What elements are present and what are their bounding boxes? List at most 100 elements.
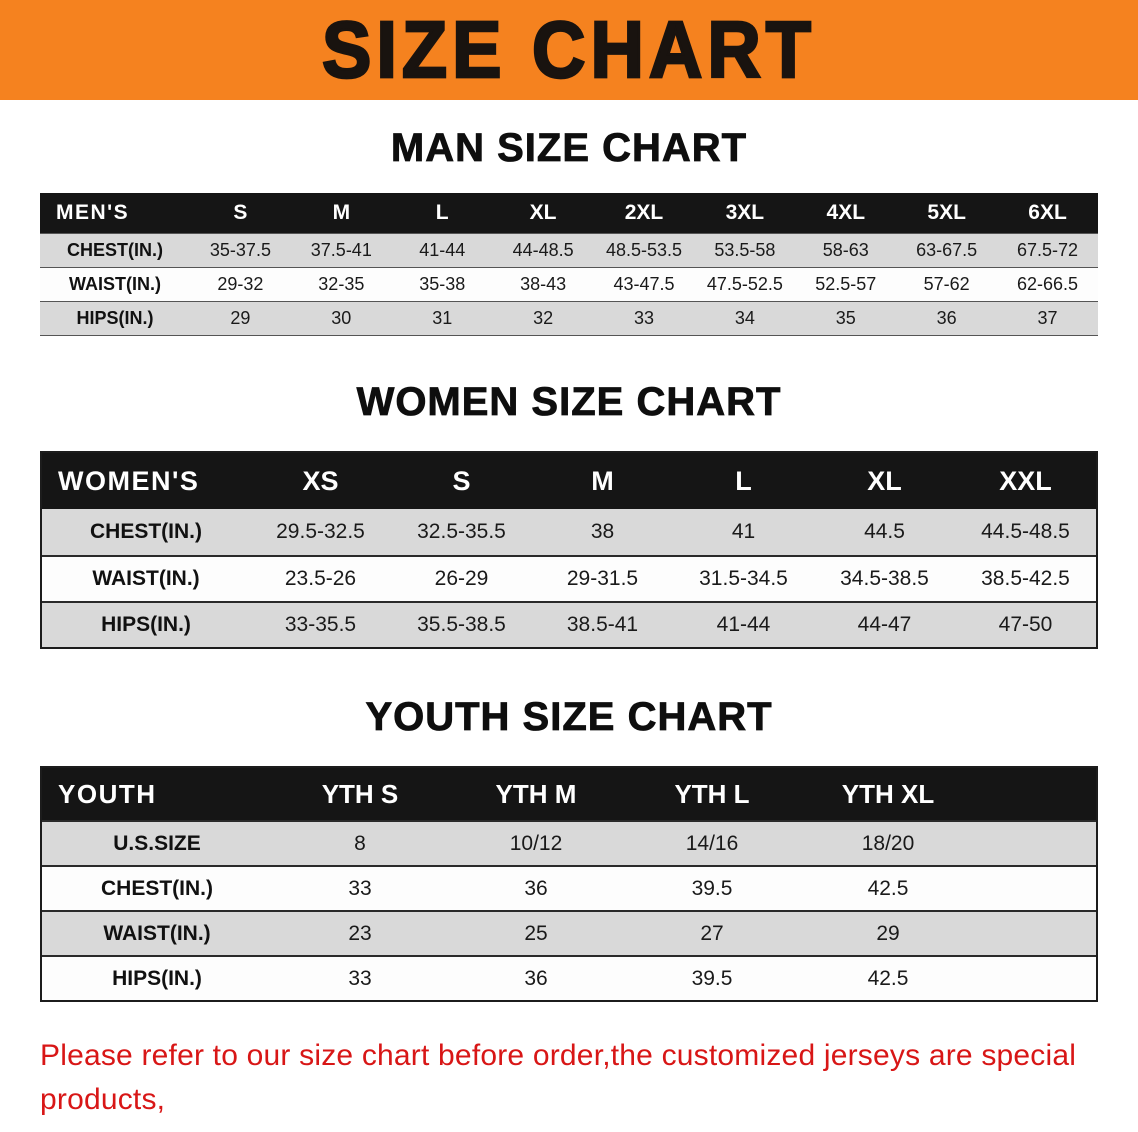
value-cell: 29-31.5: [566, 567, 639, 590]
youth-chest-row: CHEST(IN.) 33 36 39.5 42.5: [42, 865, 1096, 910]
value-cell: 39.5: [691, 966, 733, 990]
header-cell: YOUTH: [58, 778, 157, 809]
value-cell: 29.5-32.5: [276, 520, 365, 543]
header-cell: YTH M: [495, 778, 577, 809]
value-cell: 48.5-53.5: [605, 240, 683, 260]
value-cell: 44-47: [857, 613, 912, 636]
value-cell: 58-63: [822, 240, 869, 260]
value-cell: 10/12: [509, 831, 563, 855]
women-hips-row: HIPS(IN.) 33-35.5 35.5-38.5 38.5-41 41-4…: [42, 601, 1096, 647]
header-cell: MEN'S: [56, 201, 130, 224]
value-cell: 52.5-57: [815, 274, 877, 294]
header-cell: 3XL: [725, 201, 765, 224]
row-label-cell: CHEST(IN.): [101, 876, 213, 900]
header-cell: M: [591, 465, 614, 496]
row-label-cell: HIPS(IN.): [101, 613, 191, 636]
value-cell: 36: [524, 966, 548, 990]
value-cell: 62-66.5: [1017, 274, 1079, 294]
banner: SIZE CHART: [0, 0, 1138, 100]
value-cell: 41: [731, 520, 756, 543]
header-cell: XL: [529, 201, 557, 224]
value-cell: 39.5: [691, 876, 733, 900]
value-cell: 53.5-58: [714, 240, 776, 260]
women-section-heading: WOMEN SIZE CHART: [356, 380, 782, 425]
header-cell: 5XL: [927, 201, 966, 224]
value-cell: 29: [876, 921, 900, 945]
disclaimer-text: Please refer to our size chart before or…: [40, 1034, 1098, 1132]
value-cell: 30: [331, 308, 352, 328]
value-cell: 38.5-41: [566, 613, 639, 636]
women-size-table: WOMEN'S XS S M L XL XXL CHEST(IN.) 29.5-…: [40, 451, 1098, 649]
header-cell: YTH S: [321, 778, 399, 809]
value-cell: 47-50: [998, 613, 1053, 636]
value-cell: 8: [354, 831, 366, 855]
spacer-cell: [976, 957, 1096, 1000]
value-cell: 38: [590, 520, 615, 543]
value-cell: 32.5-35.5: [417, 520, 506, 543]
value-cell: 34: [734, 308, 755, 328]
header-cell: XS: [302, 465, 339, 496]
value-cell: 23.5-26: [284, 567, 357, 590]
value-cell: 42.5: [867, 876, 909, 900]
spacer-cell: [976, 912, 1096, 955]
row-label-cell: CHEST(IN.): [67, 240, 163, 260]
value-cell: 31.5-34.5: [699, 567, 788, 590]
value-cell: 44-48.5: [512, 240, 574, 260]
value-cell: 42.5: [867, 966, 909, 990]
value-cell: 37: [1037, 308, 1058, 328]
value-cell: 32-35: [318, 274, 365, 294]
spacer-cell: [976, 768, 1096, 820]
value-cell: 29: [230, 308, 251, 328]
youth-table-header-row: YOUTH YTH S YTH M YTH L YTH XL: [42, 768, 1096, 820]
youth-section-heading: YOUTH SIZE CHART: [365, 695, 773, 740]
value-cell: 35-37.5: [209, 240, 271, 260]
value-cell: 38-43: [520, 274, 567, 294]
row-label-cell: WAIST(IN.): [103, 921, 211, 945]
value-cell: 27: [700, 921, 724, 945]
value-cell: 36: [524, 876, 548, 900]
value-cell: 25: [524, 921, 548, 945]
value-cell: 37.5-41: [310, 240, 372, 260]
header-cell: 6XL: [1028, 201, 1067, 224]
value-cell: 38.5-42.5: [981, 567, 1070, 590]
value-cell: 33: [348, 966, 372, 990]
value-cell: 29-32: [217, 274, 264, 294]
value-cell: 33: [633, 308, 654, 328]
header-cell: YTH L: [674, 778, 750, 809]
men-chest-row: CHEST(IN.) 35-37.5 37.5-41 41-44 44-48.5…: [40, 233, 1098, 267]
header-cell: XL: [867, 465, 902, 496]
men-hips-row: HIPS(IN.) 29 30 31 32 33 34 35 36 37: [40, 301, 1098, 335]
value-cell: 41-44: [419, 240, 466, 260]
value-cell: 47.5-52.5: [706, 274, 783, 294]
youth-waist-row: WAIST(IN.) 23 25 27 29: [42, 910, 1096, 955]
men-size-table: MEN'S S M L XL 2XL 3XL 4XL 5XL 6XL CHEST…: [40, 193, 1098, 336]
header-cell: L: [435, 201, 449, 224]
header-cell: XXL: [999, 465, 1052, 496]
value-cell: 14/16: [685, 831, 739, 855]
value-cell: 44.5: [864, 520, 905, 543]
value-cell: 33-35.5: [284, 613, 357, 636]
value-cell: 44.5-48.5: [981, 520, 1070, 543]
value-cell: 63-67.5: [916, 240, 978, 260]
men-waist-row: WAIST(IN.) 29-32 32-35 35-38 38-43 43-47…: [40, 267, 1098, 301]
header-cell: S: [233, 201, 248, 224]
value-cell: 18/20: [861, 831, 915, 855]
value-cell: 35: [835, 308, 856, 328]
value-cell: 33: [348, 876, 372, 900]
value-cell: 36: [936, 308, 957, 328]
value-cell: 35.5-38.5: [417, 613, 506, 636]
value-cell: 43-47.5: [613, 274, 675, 294]
value-cell: 67.5-72: [1017, 240, 1079, 260]
header-cell: S: [452, 465, 471, 496]
men-table-header-row: MEN'S S M L XL 2XL 3XL 4XL 5XL 6XL: [40, 193, 1098, 233]
row-label-cell: U.S.SIZE: [113, 831, 201, 855]
spacer-cell: [976, 867, 1096, 910]
women-waist-row: WAIST(IN.) 23.5-26 26-29 29-31.5 31.5-34…: [42, 555, 1096, 601]
youth-ussize-row: U.S.SIZE 8 10/12 14/16 18/20: [42, 820, 1096, 865]
header-cell: M: [332, 201, 351, 224]
women-chest-row: CHEST(IN.) 29.5-32.5 32.5-35.5 38 41 44.…: [42, 509, 1096, 555]
header-cell: L: [735, 465, 752, 496]
value-cell: 35-38: [419, 274, 466, 294]
value-cell: 31: [432, 308, 453, 328]
